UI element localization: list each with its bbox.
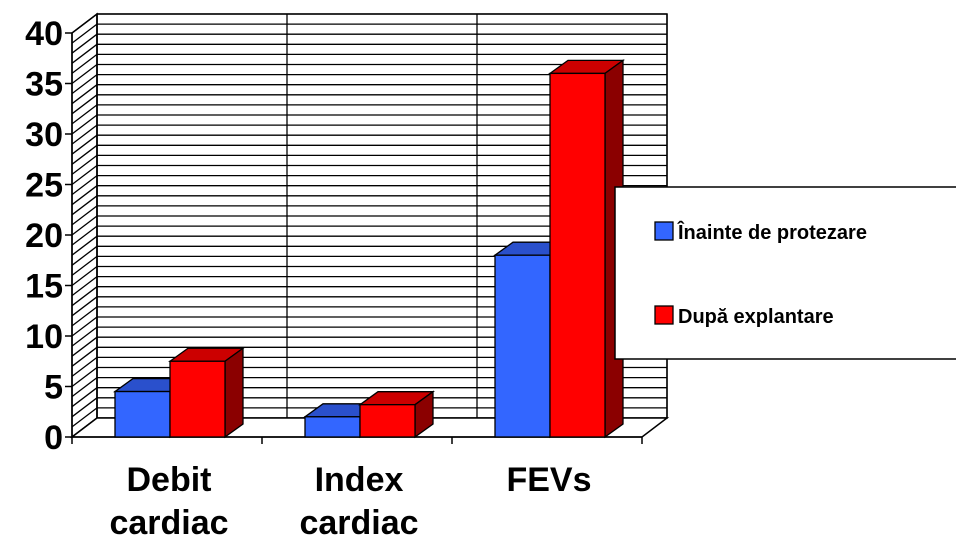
legend: Înainte de protezare După explantare	[614, 186, 956, 360]
category-label: Index cardiac	[299, 461, 418, 538]
gridline-side	[71, 185, 98, 206]
gridline-side	[71, 195, 98, 216]
gridline-side	[71, 356, 98, 377]
gridline-side	[71, 387, 98, 408]
legend-label: După explantare	[678, 306, 834, 328]
bar-front	[114, 390, 171, 438]
gridline-side	[71, 114, 98, 135]
y-tick-label: 40	[25, 15, 63, 53]
y-tick-label: 10	[25, 318, 63, 356]
category-label-line: cardiac	[299, 504, 418, 538]
category-label: FEVs	[506, 461, 591, 499]
gridline-side	[71, 407, 98, 428]
legend-label: Înainte de protezare	[677, 220, 867, 244]
gridline-side	[71, 63, 98, 85]
gridline-side	[71, 134, 98, 155]
gridline-side	[71, 124, 98, 145]
gridline-side	[71, 286, 98, 307]
gridline-side	[71, 255, 98, 276]
gridline-side	[71, 397, 98, 418]
category-label-line: FEVs	[506, 461, 591, 499]
gridline-side	[71, 144, 98, 165]
gridline-side	[71, 205, 98, 226]
gridline-side	[71, 377, 98, 398]
gridline-side	[71, 23, 98, 44]
category-label-line: Index	[315, 461, 404, 499]
gridline-side	[71, 33, 98, 54]
gridline-side	[71, 245, 98, 266]
gridline-side	[71, 175, 98, 196]
bar-front	[494, 254, 551, 438]
bar	[547, 59, 626, 439]
gridline-side	[71, 53, 98, 74]
bar-side	[224, 346, 244, 439]
bar-front	[169, 360, 226, 438]
gridline-side	[71, 346, 98, 367]
bar	[167, 346, 246, 439]
gridline-side	[71, 336, 98, 357]
gridline-side	[71, 296, 98, 317]
gridline-side	[71, 43, 98, 64]
gridline-side	[71, 154, 98, 175]
gridline-side	[71, 265, 98, 287]
legend-swatch	[654, 305, 674, 325]
y-tick-label: 0	[44, 419, 63, 457]
y-tick-label: 20	[25, 217, 63, 255]
gridline-side	[71, 366, 98, 388]
y-tick-label: 15	[25, 268, 63, 306]
gridline-side	[71, 215, 98, 236]
gridline-side	[71, 94, 98, 115]
bar-front	[549, 72, 606, 438]
gridline-side	[71, 276, 98, 297]
category-label-line: Debit	[127, 461, 212, 499]
gridline-side	[71, 326, 98, 347]
y-tick-label: 30	[25, 116, 63, 154]
gridline-side	[71, 104, 98, 125]
bar-front	[359, 404, 416, 438]
y-tick-label: 25	[25, 167, 63, 205]
y-tick-label: 35	[25, 66, 63, 104]
gridline-side	[71, 306, 98, 327]
legend-swatch	[654, 221, 674, 241]
gridline-side	[71, 164, 98, 186]
gridline-side	[71, 74, 98, 95]
bar	[357, 390, 436, 439]
gridline-side	[71, 235, 98, 256]
gridline-side	[71, 84, 98, 105]
gridline-side	[71, 225, 98, 246]
y-tick-label: 5	[44, 369, 63, 407]
category-label: Debit cardiac	[109, 461, 228, 538]
bar-front	[304, 416, 361, 438]
category-label-line: cardiac	[109, 504, 228, 538]
gridline-side	[71, 316, 98, 337]
legend-box	[614, 186, 956, 360]
